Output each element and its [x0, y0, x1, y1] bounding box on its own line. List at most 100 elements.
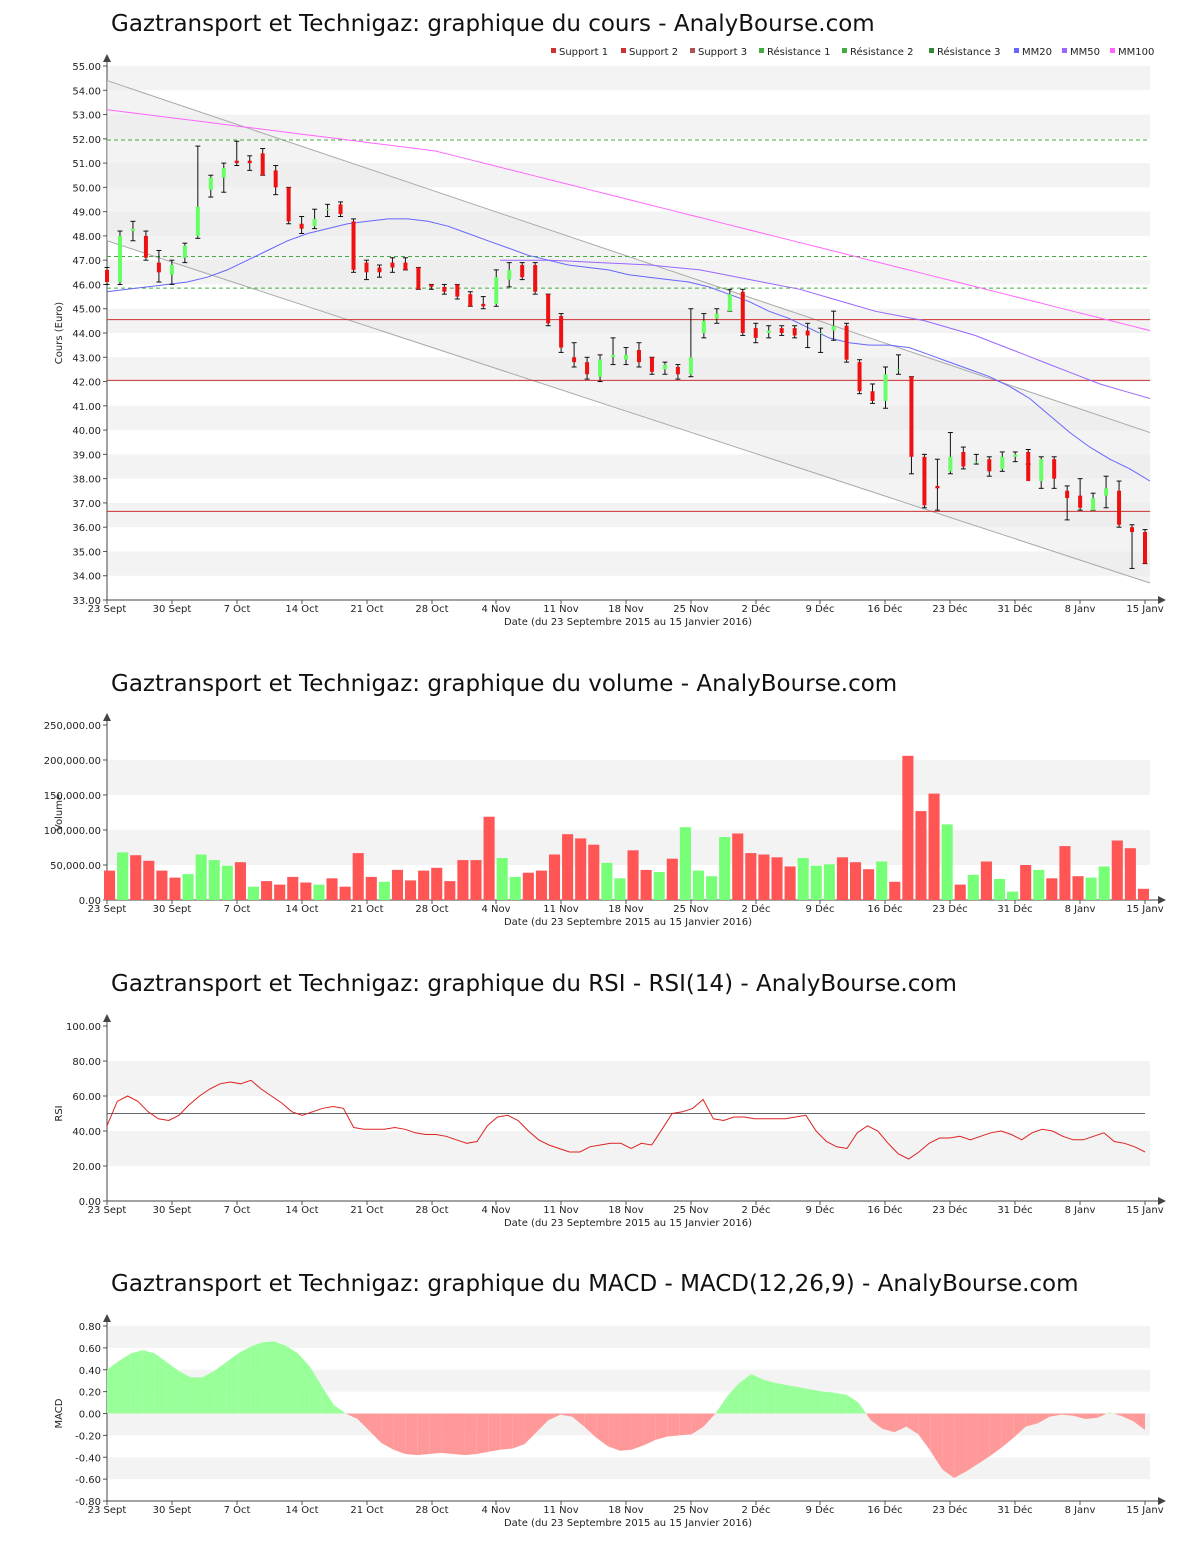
macd-area-segment [166, 1362, 179, 1414]
volume-bar [535, 870, 547, 900]
macd-area-segment [536, 1413, 549, 1433]
macd-area-segment [333, 1404, 346, 1414]
price-x-tick-label: 14 Oct [285, 604, 318, 615]
price-candle-body [649, 357, 654, 372]
price-candle-body [948, 456, 953, 472]
rsi-x-axis-label: Date (du 23 Septembre 2015 au 15 Janvier… [504, 1218, 752, 1229]
macd-x-axis-arrow [1158, 1497, 1166, 1505]
price-legend-swatch [1062, 48, 1067, 53]
price-candle-body [935, 485, 940, 489]
macd-area-segment [345, 1413, 358, 1419]
rsi-line [106, 1079, 1146, 1160]
volume-bar [627, 850, 639, 900]
price-candle-body [390, 262, 395, 268]
macd-area-segment [572, 1413, 585, 1427]
price-y-tick-label: 43.00 [72, 353, 101, 364]
macd-x-tick-label: 2 Déc [742, 1504, 771, 1516]
price-candle-body [377, 267, 382, 273]
volume-bar [431, 867, 443, 900]
price-candle-body [1039, 459, 1044, 482]
price-chart-title: Gaztransport et Technigaz: graphique du … [111, 11, 875, 37]
volume-grid-band [107, 760, 1150, 795]
price-candle-body [1104, 488, 1109, 496]
volume-bar [902, 755, 914, 900]
volume-bar [365, 876, 377, 900]
macd-area-segment [787, 1385, 799, 1414]
volume-bar [954, 884, 966, 900]
macd-area-segment [107, 1361, 119, 1414]
price-y-tick-label: 55.00 [72, 62, 101, 73]
volume-bar [810, 865, 822, 900]
rsi-x-tick-label: 23 Sept [88, 1205, 127, 1216]
volume-bar [863, 869, 875, 900]
macd-area-segment [1037, 1413, 1050, 1424]
price-candle-body [494, 277, 499, 304]
macd-area-segment [476, 1413, 489, 1454]
volume-bar [758, 854, 770, 900]
macd-area-segment [715, 1396, 728, 1414]
volume-bar [444, 881, 456, 900]
macd-area-segment [930, 1413, 943, 1470]
macd-area-segment [405, 1413, 418, 1456]
volume-bar [104, 870, 116, 900]
macd-x-tick-label: 4 Nov [481, 1505, 510, 1516]
volume-bar [287, 876, 299, 900]
volume-bar [339, 886, 351, 900]
volume-bar [692, 870, 705, 900]
volume-bar [1059, 846, 1071, 900]
macd-area-segment [596, 1413, 609, 1447]
price-y-tick-label: 35.00 [72, 547, 101, 558]
macd-area-segment [453, 1413, 465, 1456]
volume-bar [326, 878, 338, 900]
price-candle-body [481, 303, 486, 307]
price-candle-body [1052, 459, 1057, 479]
price-legend-label: Résistance 1 [767, 46, 830, 58]
price-legend-label: Résistance 2 [850, 46, 913, 58]
macd-area-segment [989, 1413, 1002, 1457]
price-candle-body [286, 187, 291, 222]
price-candle-body [117, 235, 122, 283]
price-candle-body [1078, 495, 1083, 508]
volume-x-tick-label: 23 Déc [932, 903, 967, 915]
rsi-y-tick-label: 80.00 [72, 1057, 101, 1068]
price-y-tick-label: 51.00 [72, 159, 101, 170]
macd-y-tick-label: -0.40 [75, 1453, 101, 1464]
price-y-tick-label: 38.00 [72, 475, 101, 486]
macd-area-segment [608, 1413, 621, 1451]
macd-area-segment [512, 1413, 525, 1449]
macd-area-segment [202, 1370, 215, 1414]
price-chart: 33.00 34.00 35.00 36.00 37.00 38.00 39.00 40.00… [54, 46, 1166, 628]
macd-grid-band [107, 1326, 1150, 1348]
volume-bar [352, 853, 364, 900]
price-candle-body [1026, 451, 1031, 482]
rsi-x-tick-label: 30 Sept [153, 1205, 192, 1216]
price-y-tick-label: 33.00 [72, 596, 101, 607]
volume-bar [745, 853, 757, 900]
macd-area-segment [620, 1413, 632, 1451]
price-x-tick-label: 2 Déc [742, 603, 771, 615]
macd-area-segment [966, 1413, 978, 1472]
rsi-x-axis-arrow [1158, 1197, 1166, 1205]
price-candle-body [1000, 456, 1005, 469]
volume-bar [1111, 840, 1123, 900]
volume-bar [889, 881, 901, 900]
price-x-axis-arrow [1158, 596, 1166, 604]
price-candle-body [585, 362, 590, 375]
macd-area-segment [369, 1413, 382, 1444]
volume-x-axis-arrow [1158, 896, 1166, 904]
volume-bar [130, 855, 142, 900]
price-candle-body [234, 160, 239, 164]
price-candle-body [662, 364, 667, 370]
price-legend-swatch [1014, 48, 1019, 53]
macd-area-segment [894, 1413, 907, 1433]
volume-x-tick-label: 8 Janv [1065, 904, 1096, 915]
rsi-y-tick-label: 20.00 [72, 1162, 101, 1173]
price-candle-body [844, 325, 849, 360]
price-candle-body [598, 359, 603, 377]
macd-area-segment [810, 1389, 823, 1414]
macd-chart-title: Gaztransport et Technigaz: graphique du … [111, 1271, 1079, 1297]
price-candle-body [611, 354, 616, 358]
price-x-tick-label: 23 Sept [88, 604, 127, 615]
